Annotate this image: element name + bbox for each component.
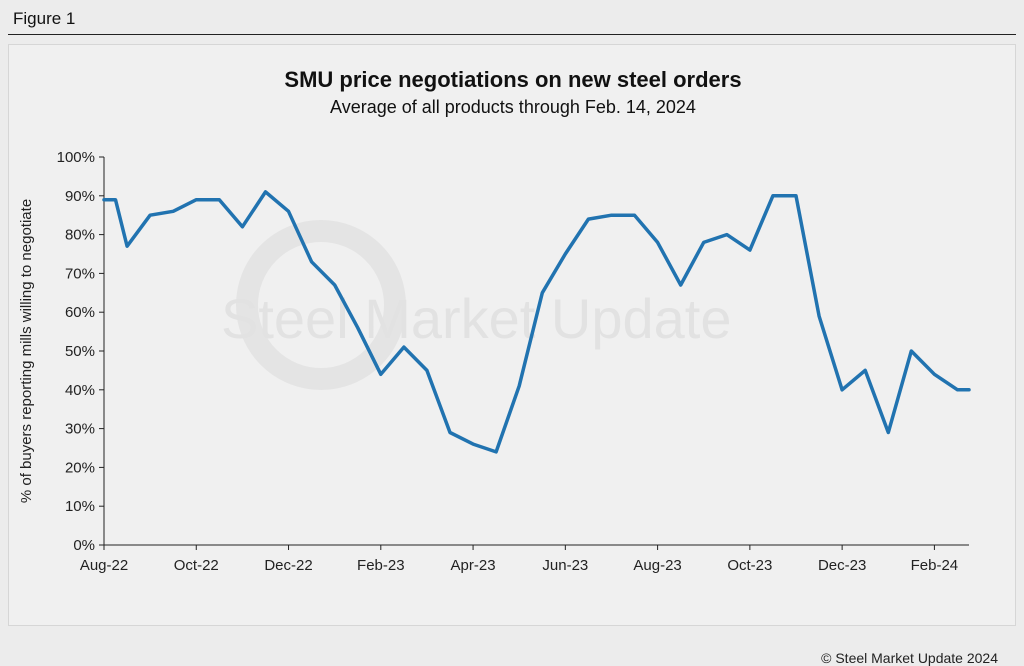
x-tick-label: Feb-23: [357, 557, 405, 574]
copyright-text: © Steel Market Update 2024: [821, 650, 998, 666]
y-tick-label: 10%: [65, 498, 95, 515]
watermark: Steel Market Update: [221, 220, 731, 390]
y-axis-label: % of buyers reporting mills willing to n…: [18, 199, 35, 503]
y-tick-label: 50%: [65, 343, 95, 360]
figure-divider: [8, 34, 1016, 35]
y-tick-label: 100%: [57, 149, 95, 166]
x-tick-label: Dec-22: [264, 557, 312, 574]
y-tick-label: 60%: [65, 304, 95, 321]
y-tick-label: 70%: [65, 265, 95, 282]
watermark-text: Steel Market Update: [221, 287, 731, 350]
chart-subtitle: Average of all products through Feb. 14,…: [330, 97, 696, 117]
x-tick-label: Feb-24: [911, 557, 959, 574]
y-tick-label: 30%: [65, 421, 95, 438]
y-tick-label: 0%: [73, 537, 95, 554]
figure-header: Figure 1: [0, 0, 1024, 35]
figure-label: Figure 1: [13, 9, 76, 28]
y-tick-label: 20%: [65, 459, 95, 476]
series-line: [102, 190, 971, 454]
x-axis: Aug-22 Oct-22 Dec-22 Feb-23 Apr-23 Jun-23 Aug-…: [80, 544, 969, 574]
x-tick-label: Dec-23: [818, 557, 866, 574]
y-tick-label: 80%: [65, 227, 95, 244]
line-chart: Steel Market Update SMU price negotiatio…: [18, 67, 971, 574]
x-tick-label: Oct-23: [727, 557, 772, 574]
chart-panel: Steel Market Update SMU price negotiatio…: [8, 44, 1016, 666]
x-tick-label: Oct-22: [174, 557, 219, 574]
x-tick-label: Jun-23: [542, 557, 588, 574]
x-tick-label: Apr-23: [451, 557, 496, 574]
watermark-logo-icon: [236, 220, 406, 390]
x-tick-label: Aug-22: [80, 557, 128, 574]
y-tick-label: 40%: [65, 382, 95, 399]
y-tick-label: 90%: [65, 188, 95, 205]
chart-title: SMU price negotiations on new steel orde…: [284, 67, 741, 92]
series-group: [102, 190, 971, 454]
y-axis: 0% 10% 20% 30% 40% 50% 60% 70% 80% 90% 100%: [57, 149, 105, 554]
x-tick-label: Aug-23: [633, 557, 681, 574]
